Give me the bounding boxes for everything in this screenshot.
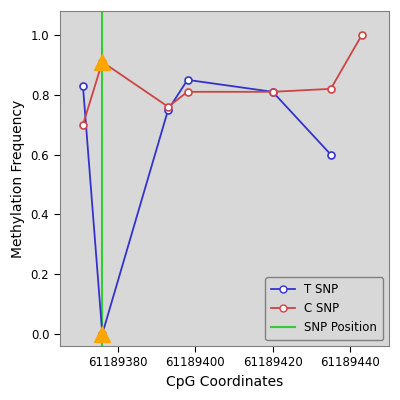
Y-axis label: Methylation Frequency: Methylation Frequency [11, 99, 25, 258]
X-axis label: CpG Coordinates: CpG Coordinates [166, 375, 283, 389]
Legend: T SNP, C SNP, SNP Position: T SNP, C SNP, SNP Position [265, 278, 383, 340]
